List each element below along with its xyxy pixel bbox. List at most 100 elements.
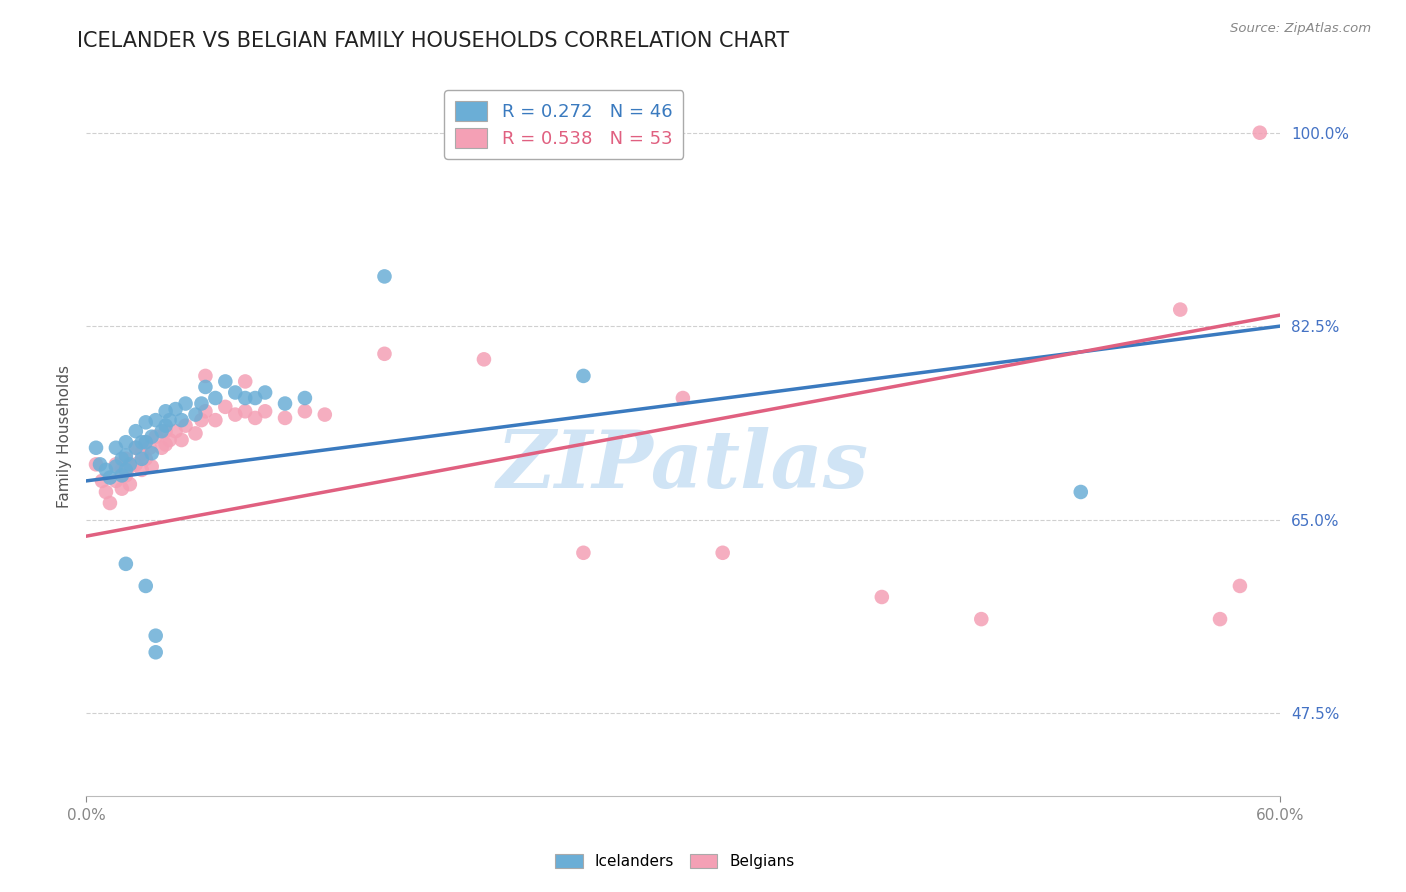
Point [314, 408, 336, 422]
Point [1070, 485, 1092, 500]
Point [294, 391, 316, 405]
Point [373, 347, 395, 361]
Point [194, 404, 217, 418]
Point [104, 459, 127, 474]
Point [131, 446, 153, 460]
Point [572, 368, 595, 383]
Point [672, 391, 695, 405]
Point [204, 391, 226, 405]
Point [150, 424, 173, 438]
Point [98, 496, 121, 510]
Point [141, 430, 163, 444]
Point [141, 446, 163, 460]
Point [870, 590, 893, 604]
Point [91, 474, 114, 488]
Point [572, 546, 595, 560]
Point [233, 375, 256, 389]
Point [155, 404, 177, 418]
Point [233, 404, 256, 418]
Point [145, 430, 167, 444]
Point [115, 557, 138, 571]
Point [104, 458, 127, 472]
Point [373, 269, 395, 284]
Point [135, 435, 157, 450]
Legend: R = 0.272   N = 46, R = 0.538   N = 53: R = 0.272 N = 46, R = 0.538 N = 53 [444, 90, 683, 159]
Text: ZIPatlas: ZIPatlas [496, 426, 869, 504]
Point [111, 468, 134, 483]
Point [194, 380, 217, 394]
Point [224, 408, 246, 422]
Y-axis label: Family Households: Family Households [58, 365, 72, 508]
Point [84, 441, 107, 455]
Point [125, 424, 148, 438]
Point [118, 459, 141, 474]
Point [104, 474, 127, 488]
Point [204, 413, 226, 427]
Point [294, 404, 316, 418]
Point [125, 441, 148, 455]
Text: ICELANDER VS BELGIAN FAMILY HOUSEHOLDS CORRELATION CHART: ICELANDER VS BELGIAN FAMILY HOUSEHOLDS C… [77, 31, 789, 51]
Point [135, 579, 157, 593]
Point [155, 437, 177, 451]
Point [190, 413, 212, 427]
Point [159, 433, 181, 447]
Point [115, 451, 138, 466]
Point [111, 463, 134, 477]
Point [104, 441, 127, 455]
Point [174, 396, 197, 410]
Point [970, 612, 993, 626]
Point [254, 385, 277, 400]
Point [233, 391, 256, 405]
Point [84, 458, 107, 472]
Point [131, 435, 153, 450]
Point [214, 375, 236, 389]
Point [115, 468, 138, 483]
Point [135, 451, 157, 466]
Point [165, 402, 187, 417]
Point [1168, 302, 1191, 317]
Point [254, 404, 277, 418]
Point [711, 546, 734, 560]
Point [1229, 579, 1251, 593]
Point [214, 400, 236, 414]
Point [155, 418, 177, 433]
Legend: Icelanders, Belgians: Icelanders, Belgians [550, 847, 800, 875]
Point [274, 396, 297, 410]
Point [145, 629, 167, 643]
Point [94, 463, 117, 477]
Point [145, 645, 167, 659]
Point [170, 413, 193, 427]
Point [243, 391, 266, 405]
Point [472, 352, 495, 367]
Point [155, 424, 177, 438]
Point [1209, 612, 1232, 626]
Point [145, 413, 167, 427]
Point [165, 424, 187, 438]
Point [159, 413, 181, 427]
Point [89, 458, 111, 472]
Point [118, 477, 141, 491]
Point [141, 459, 163, 474]
Point [274, 411, 297, 425]
Point [150, 441, 173, 455]
Point [111, 451, 134, 466]
Point [135, 435, 157, 450]
Point [118, 458, 141, 472]
Point [243, 411, 266, 425]
Point [184, 426, 207, 441]
Point [125, 458, 148, 472]
Point [1249, 126, 1271, 140]
Point [125, 441, 148, 455]
Text: Source: ZipAtlas.com: Source: ZipAtlas.com [1230, 22, 1371, 36]
Point [115, 463, 138, 477]
Point [115, 449, 138, 463]
Point [138, 441, 160, 455]
Point [94, 485, 117, 500]
Point [135, 415, 157, 429]
Point [170, 433, 193, 447]
Point [224, 385, 246, 400]
Point [174, 418, 197, 433]
Point [98, 470, 121, 484]
Point [111, 482, 134, 496]
Point [131, 463, 153, 477]
